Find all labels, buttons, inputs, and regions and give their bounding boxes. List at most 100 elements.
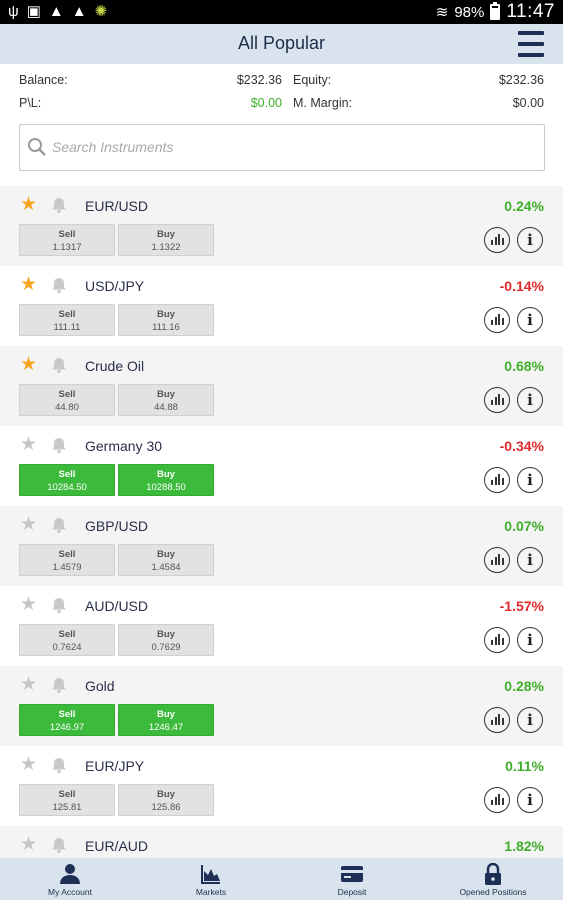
- buy-price: 10288.50: [146, 482, 186, 493]
- favorite-star-icon[interactable]: ★: [20, 274, 38, 295]
- sell-button[interactable]: Sell 1.4579: [19, 544, 115, 576]
- buy-label: Buy: [157, 709, 175, 720]
- search-input[interactable]: Search Instruments: [19, 124, 545, 171]
- sell-label: Sell: [58, 229, 76, 240]
- instrument-row[interactable]: ★ AUD/USD -1.57% Sell 0.7624 Buy 0.7629 i: [0, 586, 563, 666]
- info-icon[interactable]: i: [517, 707, 543, 733]
- buy-label: Buy: [157, 629, 175, 640]
- buy-button[interactable]: Buy 125.86: [118, 784, 214, 816]
- user-icon: [60, 864, 80, 884]
- alert-bell-icon[interactable]: [50, 516, 68, 534]
- favorite-star-icon[interactable]: ★: [20, 594, 38, 615]
- chart-icon[interactable]: [484, 707, 510, 733]
- menu-icon[interactable]: [518, 31, 544, 57]
- info-icon[interactable]: i: [517, 387, 543, 413]
- nav-opened-positions[interactable]: Opened Positions: [423, 858, 563, 900]
- info-icon[interactable]: i: [517, 227, 543, 253]
- info-icon[interactable]: i: [517, 787, 543, 813]
- bottom-nav: My Account Markets Deposit Opened Positi…: [0, 858, 563, 900]
- buy-label: Buy: [157, 229, 175, 240]
- warning-icon-2: ▲: [71, 3, 87, 20]
- buy-button[interactable]: Buy 0.7629: [118, 624, 214, 656]
- info-icon[interactable]: i: [517, 307, 543, 333]
- sell-price: 44.80: [55, 402, 79, 413]
- chart-icon[interactable]: [484, 467, 510, 493]
- instrument-row[interactable]: ★ Crude Oil 0.68% Sell 44.80 Buy 44.88 i: [0, 346, 563, 426]
- instrument-row[interactable]: ★ Germany 30 -0.34% Sell 10284.50 Buy 1028…: [0, 426, 563, 506]
- sell-price: 0.7624: [52, 642, 82, 653]
- buy-button[interactable]: Buy 111.16: [118, 304, 214, 336]
- instrument-name: EUR/JPY: [85, 758, 145, 774]
- chart-icon[interactable]: [484, 787, 510, 813]
- battery-icon: [490, 2, 501, 20]
- sell-button[interactable]: Sell 44.80: [19, 384, 115, 416]
- alert-bell-icon[interactable]: [50, 836, 68, 854]
- nav-label: Opened Positions: [459, 887, 527, 897]
- change-percent: 0.07%: [504, 518, 544, 534]
- change-percent: 1.82%: [504, 838, 544, 854]
- buy-label: Buy: [157, 309, 175, 320]
- search-icon: [28, 138, 46, 156]
- favorite-star-icon[interactable]: ★: [20, 514, 38, 535]
- instrument-row[interactable]: ★ EUR/USD 0.24% Sell 1.1317 Buy 1.1322 i: [0, 186, 563, 266]
- alert-bell-icon[interactable]: [50, 596, 68, 614]
- sell-price: 1.1317: [52, 242, 82, 253]
- nav-markets[interactable]: Markets: [141, 858, 281, 900]
- buy-button[interactable]: Buy 1246.47: [118, 704, 214, 736]
- sell-button[interactable]: Sell 111.11: [19, 304, 115, 336]
- margin-label: M. Margin:: [293, 96, 353, 110]
- favorite-star-icon[interactable]: ★: [20, 434, 38, 455]
- buy-label: Buy: [157, 789, 175, 800]
- favorite-star-icon[interactable]: ★: [20, 354, 38, 375]
- sell-button[interactable]: Sell 1246.97: [19, 704, 115, 736]
- instrument-row[interactable]: ★ EUR/JPY 0.11% Sell 125.81 Buy 125.86 i: [0, 746, 563, 826]
- alert-bell-icon[interactable]: [50, 436, 68, 454]
- equity-value: $232.36: [498, 73, 544, 87]
- instrument-name: Crude Oil: [85, 358, 145, 374]
- instrument-row[interactable]: ★ GBP/USD 0.07% Sell 1.4579 Buy 1.4584 i: [0, 506, 563, 586]
- favorite-star-icon[interactable]: ★: [20, 674, 38, 695]
- alert-bell-icon[interactable]: [50, 756, 68, 774]
- sell-button[interactable]: Sell 10284.50: [19, 464, 115, 496]
- alert-bell-icon[interactable]: [50, 196, 68, 214]
- favorite-star-icon[interactable]: ★: [20, 194, 38, 215]
- instrument-row[interactable]: ★ Gold 0.28% Sell 1246.97 Buy 1246.47 i: [0, 666, 563, 746]
- app-bar: All Popular: [0, 24, 563, 64]
- sell-label: Sell: [58, 629, 76, 640]
- chart-icon[interactable]: [484, 227, 510, 253]
- info-icon[interactable]: i: [517, 467, 543, 493]
- change-percent: 0.11%: [505, 758, 544, 774]
- alert-bell-icon[interactable]: [50, 356, 68, 374]
- buy-button[interactable]: Buy 10288.50: [118, 464, 214, 496]
- sell-label: Sell: [58, 549, 76, 560]
- nav-deposit[interactable]: Deposit: [282, 858, 422, 900]
- markets-chart-icon: [201, 865, 220, 884]
- alert-bell-icon[interactable]: [50, 676, 68, 694]
- change-percent: -0.34%: [499, 438, 544, 454]
- chart-icon[interactable]: [484, 307, 510, 333]
- info-icon[interactable]: i: [517, 547, 543, 573]
- chart-icon[interactable]: [484, 547, 510, 573]
- instrument-row[interactable]: ★ USD/JPY -0.14% Sell 111.11 Buy 111.16 i: [0, 266, 563, 346]
- buy-button[interactable]: Buy 44.88: [118, 384, 214, 416]
- usb-icon: ψ: [8, 3, 19, 20]
- favorite-star-icon[interactable]: ★: [20, 834, 38, 855]
- favorite-star-icon[interactable]: ★: [20, 754, 38, 775]
- instrument-name: EUR/AUD: [85, 838, 149, 854]
- clock: 11:47: [506, 1, 555, 22]
- chart-icon[interactable]: [484, 387, 510, 413]
- alert-bell-icon[interactable]: [50, 276, 68, 294]
- nav-my-account[interactable]: My Account: [0, 858, 140, 900]
- sell-button[interactable]: Sell 0.7624: [19, 624, 115, 656]
- buy-price: 44.88: [154, 402, 178, 413]
- lock-icon: [485, 863, 501, 885]
- chart-icon[interactable]: [484, 627, 510, 653]
- sell-button[interactable]: Sell 125.81: [19, 784, 115, 816]
- instrument-row[interactable]: ★ EUR/AUD 1.82%: [0, 826, 563, 858]
- info-icon[interactable]: i: [517, 627, 543, 653]
- page-title: All Popular: [237, 33, 326, 53]
- sell-button[interactable]: Sell 1.1317: [19, 224, 115, 256]
- buy-button[interactable]: Buy 1.1322: [118, 224, 214, 256]
- account-summary: Balance: $232.36 Equity: $232.36 P\L: $0…: [0, 64, 563, 120]
- buy-button[interactable]: Buy 1.4584: [118, 544, 214, 576]
